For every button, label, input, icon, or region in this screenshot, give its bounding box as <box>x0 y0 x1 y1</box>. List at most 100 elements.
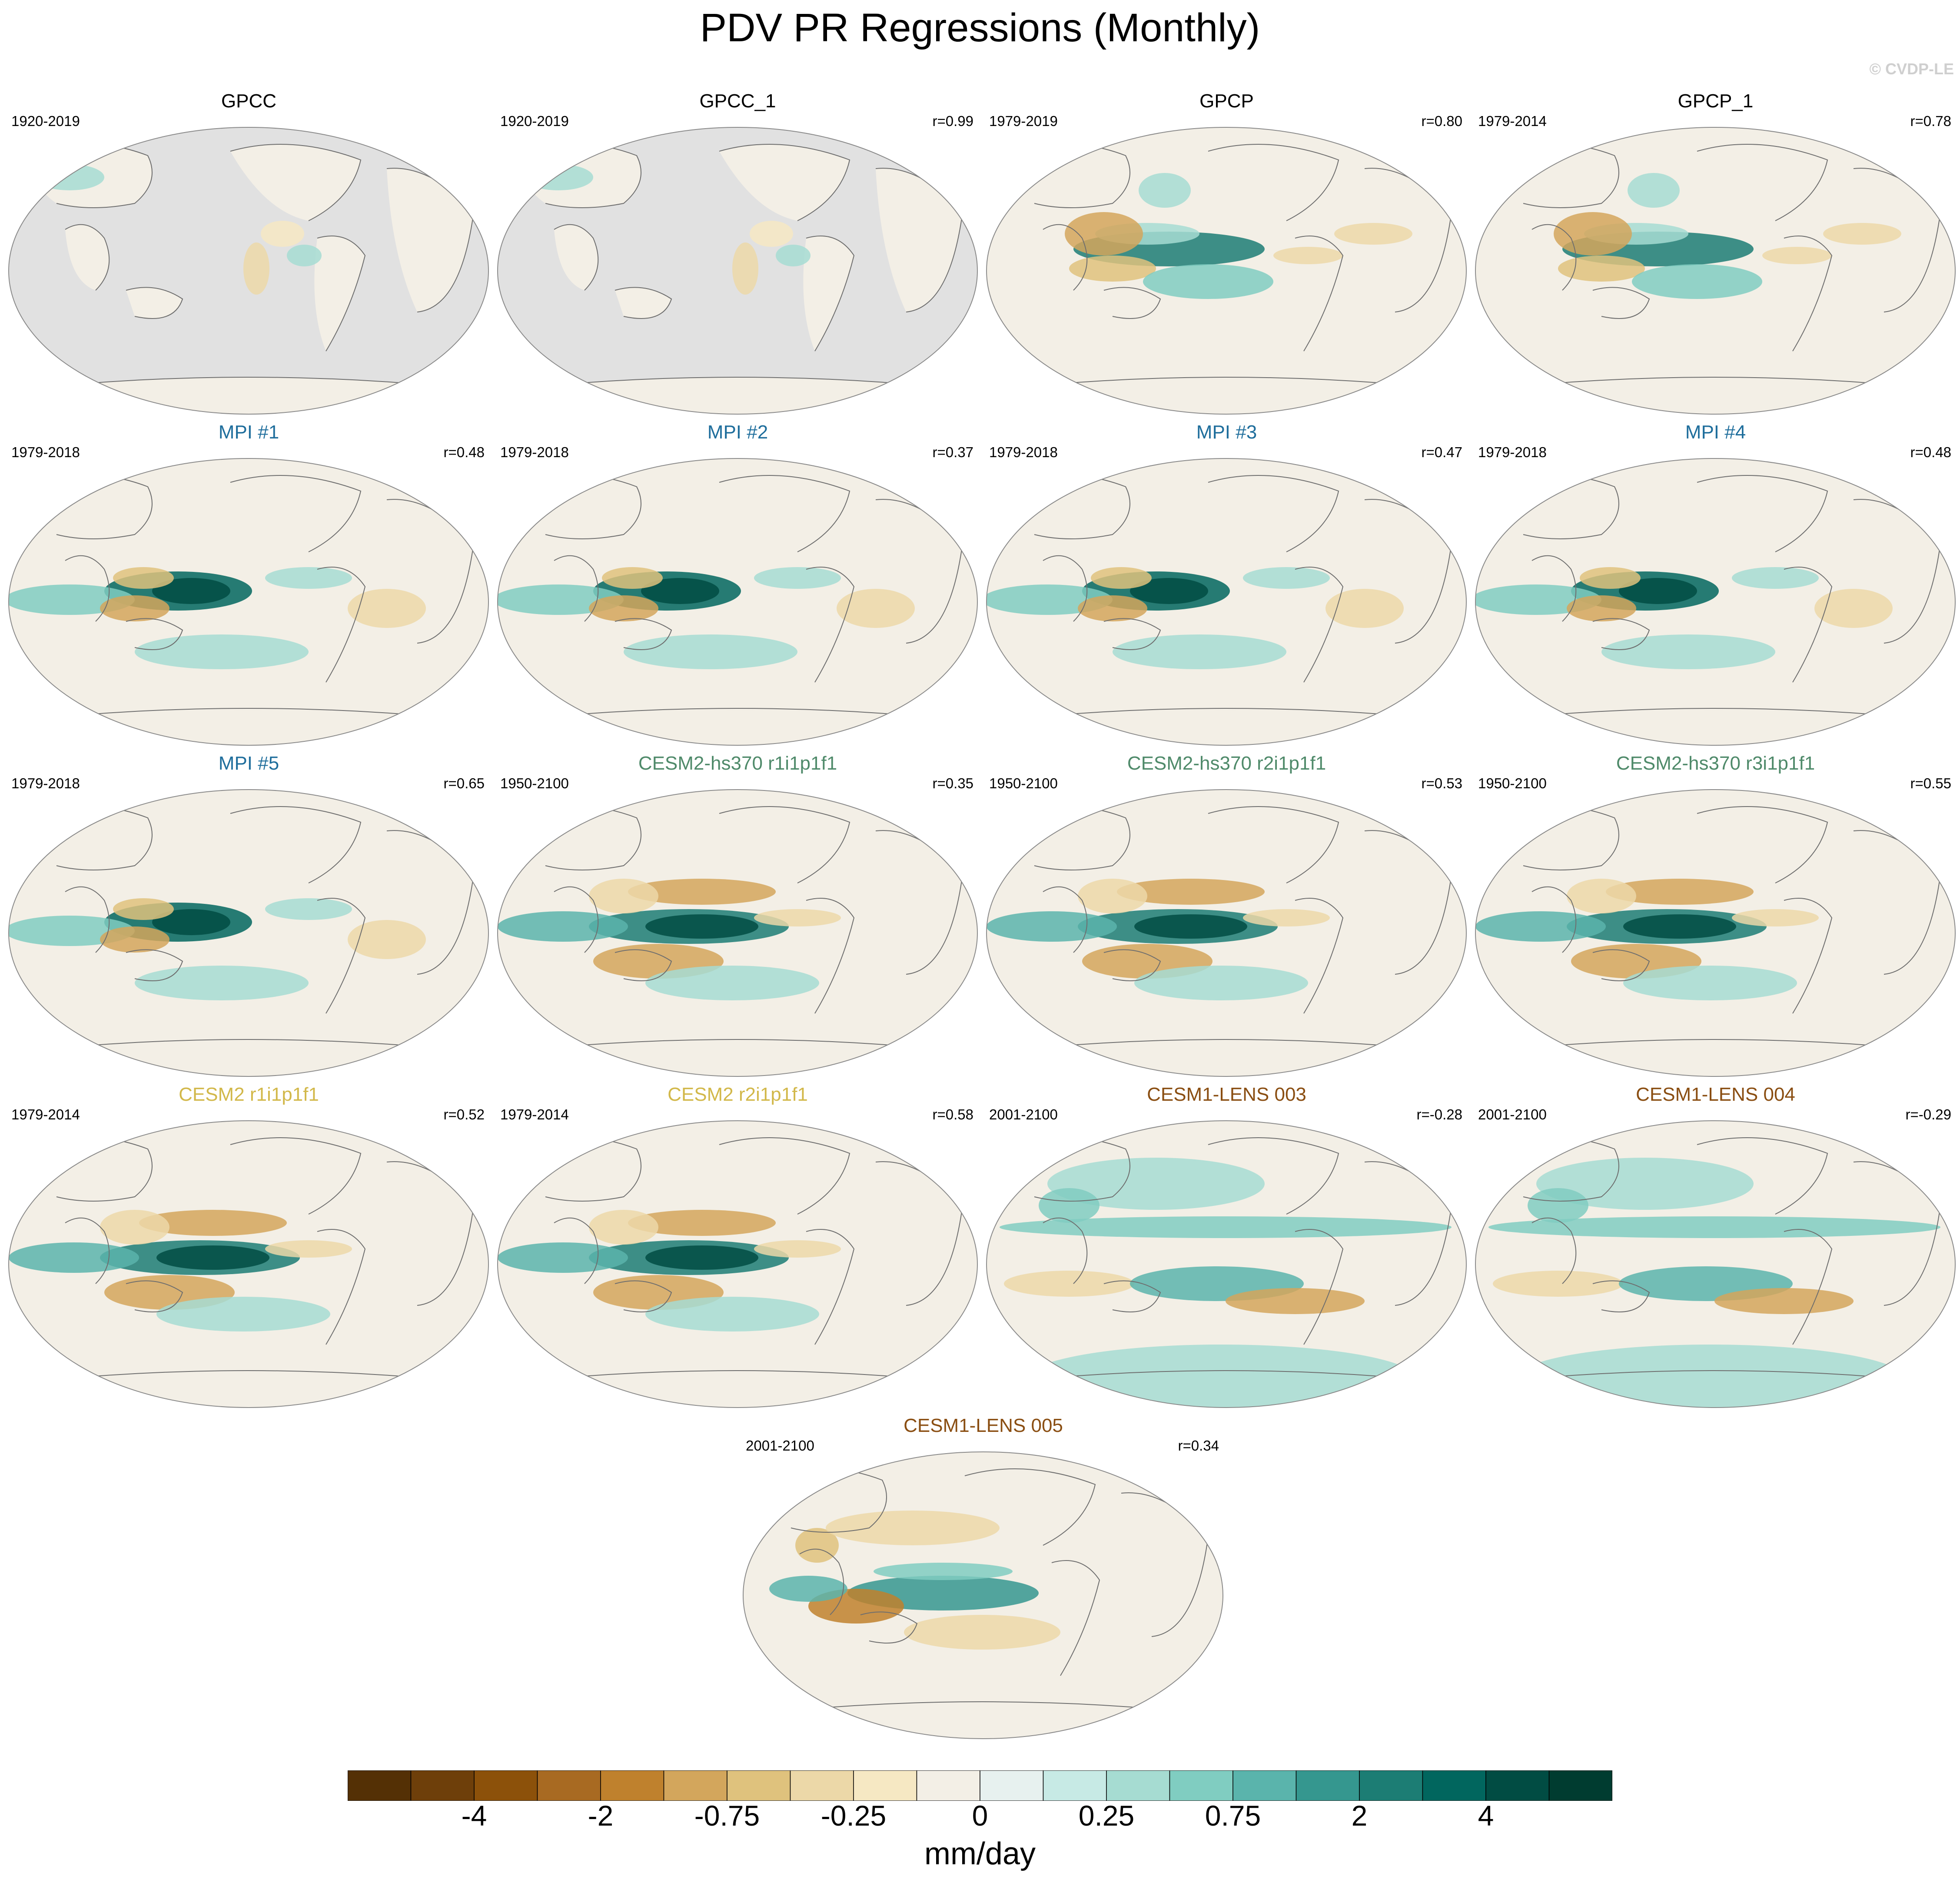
colorbar-tick-label: 0.25 <box>1078 1800 1135 1832</box>
map-panel: MPI #5 1979-2018 r=0.65 <box>4 748 493 1079</box>
panel-years: 2001-2100 <box>989 1106 1058 1122</box>
colorbar-swatch <box>1169 1770 1233 1801</box>
panel-title: GPCP_1 <box>1678 90 1754 112</box>
map-panel: GPCC_1 1920-2019 r=0.99 <box>493 86 982 416</box>
panel-years: 2001-2100 <box>1478 1106 1547 1122</box>
colorbar-tick-label: -2 <box>588 1800 614 1832</box>
panel-title: CESM2-hs370 r3i1p1f1 <box>1616 753 1815 774</box>
world-map <box>8 458 489 746</box>
colorbar-swatch <box>410 1770 475 1801</box>
panel-title: CESM1-LENS 003 <box>1147 1084 1306 1105</box>
world-map <box>497 458 978 746</box>
colorbar-tick-label: -0.75 <box>694 1800 760 1832</box>
colorbar-tick-label: 2 <box>1351 1800 1368 1832</box>
colorbar-swatch <box>474 1770 538 1801</box>
panel-pattern-correlation: r=0.58 <box>932 1106 974 1122</box>
colorbar-tick-label: -4 <box>461 1800 487 1832</box>
map-panel: MPI #1 1979-2018 r=0.48 <box>4 417 493 747</box>
map-panel: CESM1-LENS 005 2001-2100 r=0.34 <box>739 1411 1228 1741</box>
panel-title: MPI #4 <box>1685 422 1746 443</box>
colorbar-swatch <box>1548 1770 1612 1801</box>
panel-title: CESM1-LENS 004 <box>1636 1084 1795 1105</box>
map-panel: CESM1-LENS 004 2001-2100 r=-0.29 <box>1471 1079 1960 1410</box>
panel-pattern-correlation: r=0.52 <box>443 1106 485 1122</box>
world-map <box>1475 127 1956 415</box>
panel-pattern-correlation: r=0.48 <box>1910 444 1952 460</box>
world-map <box>1475 789 1956 1077</box>
panel-pattern-correlation: r=0.37 <box>932 444 974 460</box>
panel-years: 1979-2014 <box>11 1106 80 1122</box>
colorbar-swatch <box>916 1770 980 1801</box>
map-panel: CESM2 r1i1p1f1 1979-2014 r=0.52 <box>4 1079 493 1410</box>
world-map <box>8 789 489 1077</box>
colorbar-swatch <box>1359 1770 1423 1801</box>
panel-title: CESM2-hs370 r1i1p1f1 <box>638 753 837 774</box>
map-panel: CESM1-LENS 003 2001-2100 r=-0.28 <box>982 1079 1471 1410</box>
colorbar-swatch <box>600 1770 664 1801</box>
world-map <box>497 1120 978 1408</box>
colorbar-swatch <box>980 1770 1044 1801</box>
panel-title: CESM2 r2i1p1f1 <box>668 1084 808 1105</box>
panel-title: MPI #3 <box>1196 422 1257 443</box>
panel-years: 1979-2014 <box>1478 113 1547 129</box>
world-map <box>1475 458 1956 746</box>
map-panel: GPCP_1 1979-2014 r=0.78 <box>1471 86 1960 416</box>
panel-title: MPI #5 <box>218 753 279 774</box>
colorbar-swatch <box>1106 1770 1170 1801</box>
watermark: © CVDP-LE <box>1869 60 1954 78</box>
panel-years: 1950-2100 <box>1478 775 1547 791</box>
colorbar-swatch <box>537 1770 601 1801</box>
panel-pattern-correlation: r=-0.28 <box>1416 1106 1462 1122</box>
panel-years: 1979-2018 <box>989 444 1058 460</box>
colorbar-swatch <box>1422 1770 1486 1801</box>
map-panel: CESM2 r2i1p1f1 1979-2014 r=0.58 <box>493 1079 982 1410</box>
world-map <box>8 127 489 415</box>
world-map <box>986 127 1467 415</box>
panel-title: CESM1-LENS 005 <box>904 1415 1063 1436</box>
panel-years: 1979-2019 <box>989 113 1058 129</box>
colorbar-tick-label: 0.75 <box>1205 1800 1261 1832</box>
panel-years: 1979-2018 <box>11 775 80 791</box>
panel-title: CESM2-hs370 r2i1p1f1 <box>1127 753 1326 774</box>
figure-title: PDV PR Regressions (Monthly) <box>700 6 1260 50</box>
panel-pattern-correlation: r=0.34 <box>1178 1438 1219 1454</box>
world-map <box>986 458 1467 746</box>
panel-years: 1979-2018 <box>500 444 569 460</box>
colorbar-swatch <box>348 1770 412 1801</box>
panel-years: 1950-2100 <box>989 775 1058 791</box>
world-map <box>1475 1120 1956 1408</box>
panel-pattern-correlation: r=0.48 <box>443 444 485 460</box>
map-panel: CESM2-hs370 r3i1p1f1 1950-2100 r=0.55 <box>1471 748 1960 1079</box>
colorbar-swatch <box>1043 1770 1107 1801</box>
world-map <box>8 1120 489 1408</box>
panel-title: GPCC <box>221 90 277 112</box>
panel-pattern-correlation: r=0.80 <box>1421 113 1463 129</box>
panel-title: CESM2 r1i1p1f1 <box>179 1084 319 1105</box>
panel-pattern-correlation: r=0.53 <box>1421 775 1463 791</box>
panel-title: MPI #1 <box>218 422 279 443</box>
colorbar-tick-label: 0 <box>972 1800 988 1832</box>
panel-pattern-correlation: r=0.55 <box>1910 775 1952 791</box>
world-map <box>497 127 978 415</box>
world-map <box>743 1451 1223 1739</box>
colorbar-swatch <box>663 1770 728 1801</box>
panel-years: 1950-2100 <box>500 775 569 791</box>
map-panel: CESM2-hs370 r2i1p1f1 1950-2100 r=0.53 <box>982 748 1471 1079</box>
panel-pattern-correlation: r=0.99 <box>932 113 974 129</box>
panel-years: 2001-2100 <box>746 1438 814 1454</box>
panel-pattern-correlation: r=0.65 <box>443 775 485 791</box>
map-panel: MPI #4 1979-2018 r=0.48 <box>1471 417 1960 747</box>
colorbar-tick-label: 4 <box>1478 1800 1494 1832</box>
panel-title: MPI #2 <box>707 422 768 443</box>
map-panel: MPI #3 1979-2018 r=0.47 <box>982 417 1471 747</box>
map-panel: GPCC 1920-2019 <box>4 86 493 416</box>
panel-pattern-correlation: r=0.35 <box>932 775 974 791</box>
map-panel: GPCP 1979-2019 r=0.80 <box>982 86 1471 416</box>
colorbar-swatch <box>1232 1770 1297 1801</box>
panel-pattern-correlation: r=0.47 <box>1421 444 1463 460</box>
colorbar-units: mm/day <box>924 1836 1036 1871</box>
colorbar-swatch <box>1296 1770 1360 1801</box>
colorbar <box>348 1770 1612 1801</box>
panel-years: 1979-2018 <box>1478 444 1547 460</box>
colorbar-swatch <box>1485 1770 1550 1801</box>
